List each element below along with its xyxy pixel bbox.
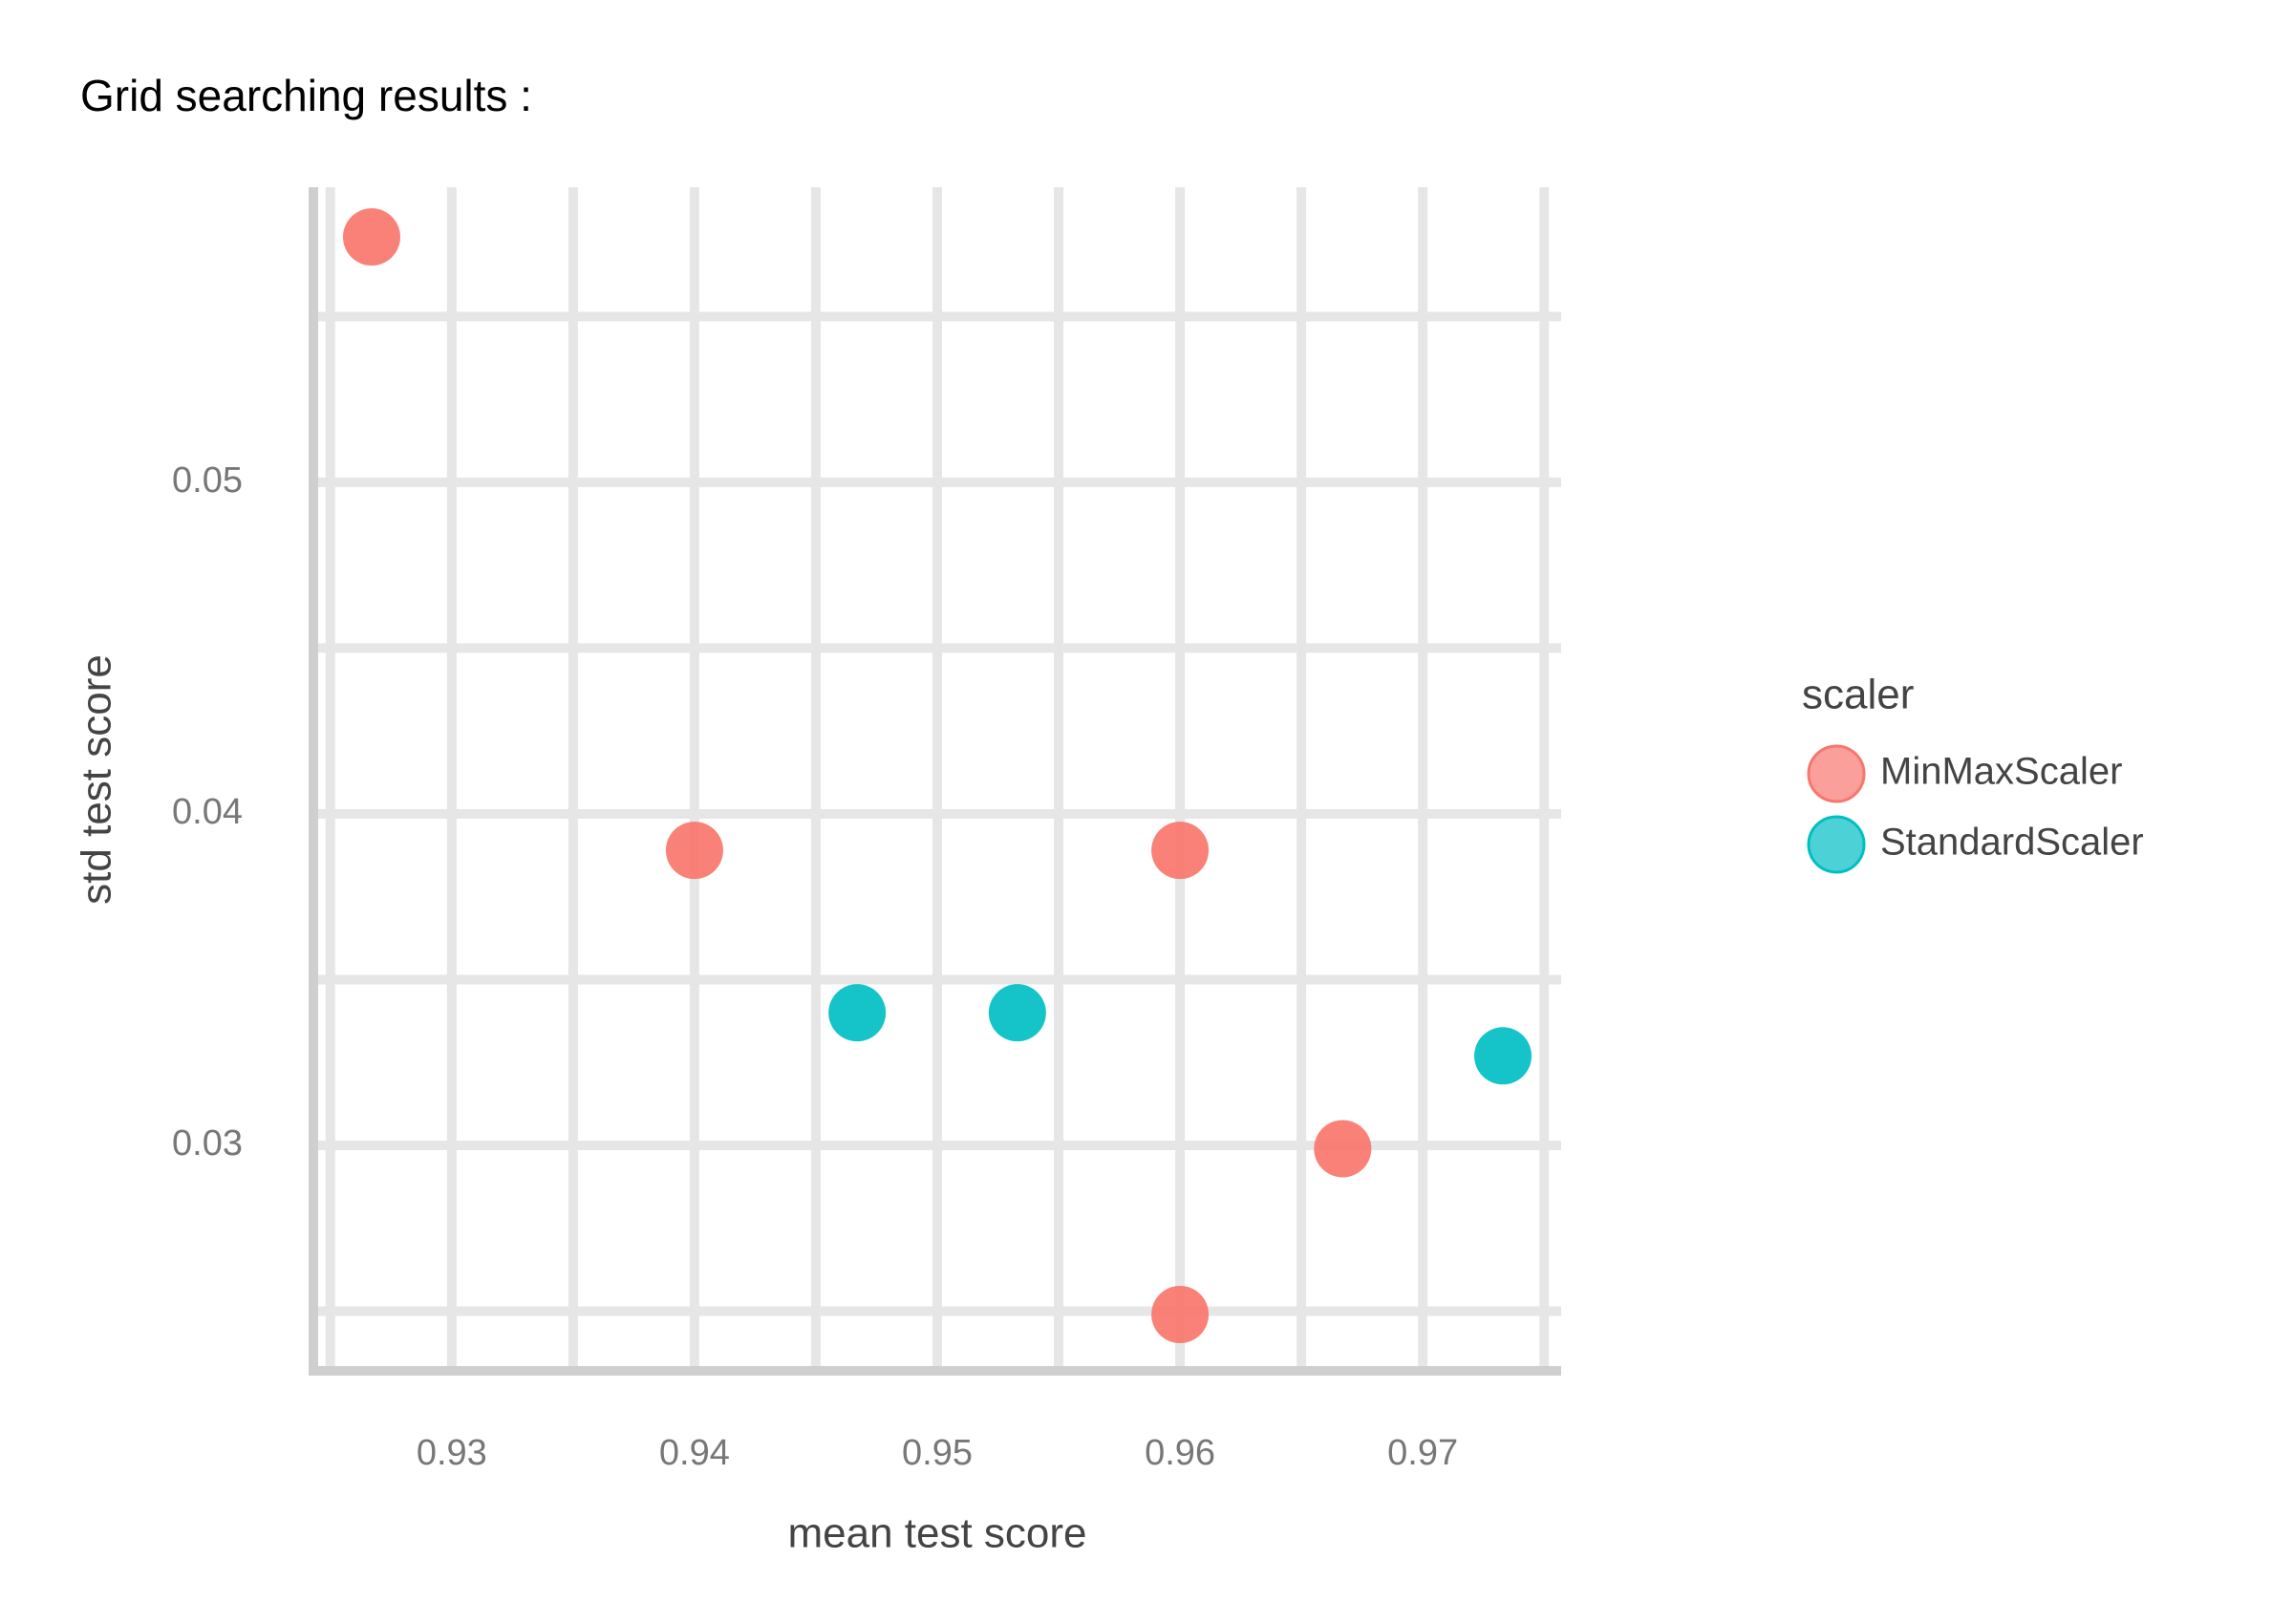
chart-title: Grid searching results : xyxy=(80,71,532,120)
scatter-point xyxy=(1151,1286,1210,1343)
legend-label: StandardScaler xyxy=(1880,822,2144,864)
x-tick-label: 0.96 xyxy=(1145,1433,1215,1473)
scatter-point xyxy=(665,822,723,880)
x-tick-label: 0.95 xyxy=(902,1433,973,1473)
legend-key xyxy=(1807,815,1866,874)
scatter-point xyxy=(988,984,1046,1042)
y-tick-label: 0.05 xyxy=(172,460,243,501)
legend-key xyxy=(1807,744,1866,803)
scatter-point xyxy=(1474,1027,1532,1085)
x-axis-label: mean test score xyxy=(787,1510,1086,1557)
legend-title: scaler xyxy=(1802,672,1914,718)
x-tick-label: 0.93 xyxy=(417,1433,487,1473)
legend-label: MinMaxScaler xyxy=(1880,751,2122,793)
y-axis-label: std test score xyxy=(74,654,120,905)
x-tick-label: 0.97 xyxy=(1387,1433,1458,1473)
scatter-point xyxy=(828,984,887,1042)
x-tick-label: 0.94 xyxy=(659,1433,730,1473)
y-tick-label: 0.03 xyxy=(172,1123,243,1164)
y-tick-label: 0.04 xyxy=(172,792,243,832)
scatter-point xyxy=(342,208,400,267)
scatter-point xyxy=(1314,1120,1372,1178)
scatter-point xyxy=(1151,822,1210,880)
